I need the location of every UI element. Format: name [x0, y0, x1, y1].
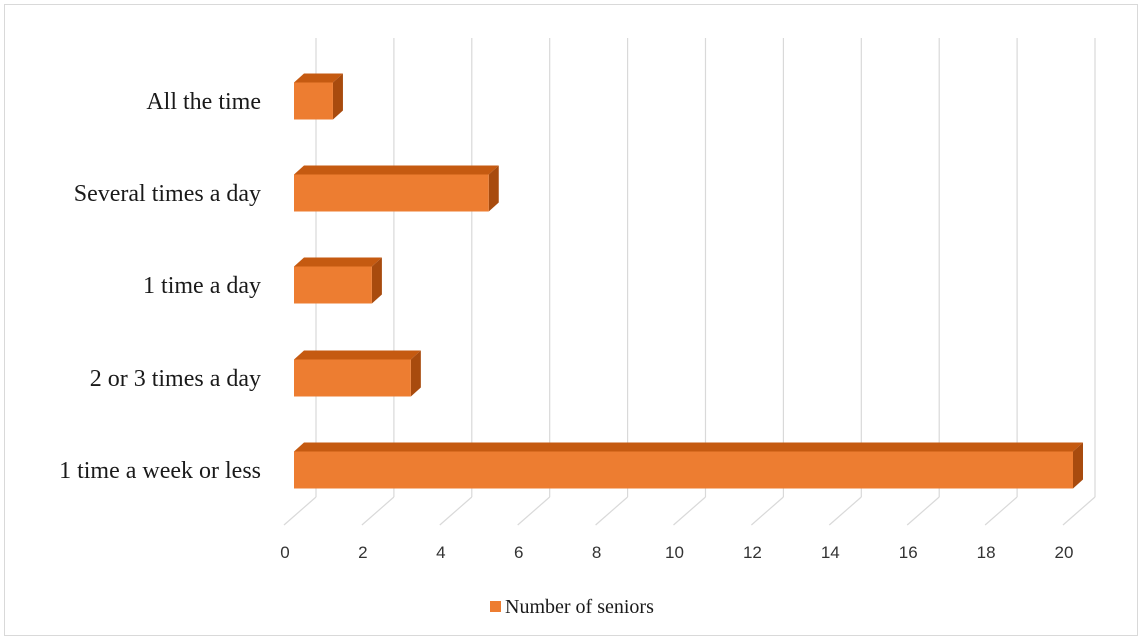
bar-side-face: [1073, 442, 1083, 489]
x-tick-label-10: 10: [665, 543, 684, 562]
bars: [294, 73, 1083, 489]
floor-gridline-20: [1062, 496, 1096, 526]
category-labels: 1 time a week or less 2 or 3 times a day 1…: [59, 89, 261, 484]
bar-front-face: [294, 174, 489, 212]
x-tick-labels: 0 2 4 6 8 10 12 14 16 18 20: [280, 543, 1073, 562]
chart-frame: [4, 4, 1138, 636]
x-tick-label-0: 0: [280, 543, 289, 562]
x-tick-label-6: 6: [514, 543, 523, 562]
x-tick-label-12: 12: [743, 543, 762, 562]
floor-gridline-0: [283, 496, 317, 526]
category-label-2: 1 time a day: [143, 273, 261, 299]
bar-side-face: [371, 257, 382, 304]
legend: Number of seniors: [490, 596, 654, 618]
bar-top-face: [294, 350, 421, 360]
legend-label: Number of seniors: [505, 596, 654, 618]
bar-front-face: [294, 82, 333, 120]
bar-top-face: [294, 442, 1083, 452]
floor-gridline-6: [517, 496, 551, 526]
floor-gridline-12: [751, 496, 784, 526]
bar-0: [294, 442, 1083, 489]
floor-gridline-14: [828, 496, 862, 526]
bar-top-face: [294, 257, 382, 267]
bar-side-face: [332, 73, 343, 120]
bar-1: [294, 350, 421, 397]
bar-3: [294, 165, 499, 212]
category-label-0: 1 time a week or less: [59, 458, 261, 484]
bar-4: [294, 73, 343, 120]
floor-gridline-4: [439, 496, 473, 526]
bar-top-face: [294, 165, 499, 175]
x-tick-label-16: 16: [899, 543, 918, 562]
bar-front-face: [294, 451, 1073, 489]
floor-gridline-10: [673, 496, 706, 526]
floor-gridline-16: [906, 496, 940, 526]
floor-gridline-18: [984, 496, 1018, 526]
bar-front-face: [294, 266, 372, 304]
x-tick-label-14: 14: [821, 543, 840, 562]
floor-gridline-2: [361, 496, 395, 526]
x-tick-label-18: 18: [977, 543, 996, 562]
bar-side-face: [410, 350, 421, 397]
x-tick-label-2: 2: [358, 543, 367, 562]
x-tick-label-20: 20: [1055, 543, 1074, 562]
floor-gridline-8: [595, 496, 628, 526]
category-label-4: All the time: [146, 89, 261, 115]
x-tick-label-8: 8: [592, 543, 601, 562]
category-label-3: Several times a day: [74, 181, 261, 207]
legend-swatch: [490, 601, 501, 612]
bar-side-face: [488, 165, 499, 212]
x-tick-label-4: 4: [436, 543, 445, 562]
bar-top-face: [294, 73, 343, 83]
bar-front-face: [294, 359, 411, 397]
bar-2: [294, 257, 382, 304]
category-label-1: 2 or 3 times a day: [90, 366, 261, 392]
